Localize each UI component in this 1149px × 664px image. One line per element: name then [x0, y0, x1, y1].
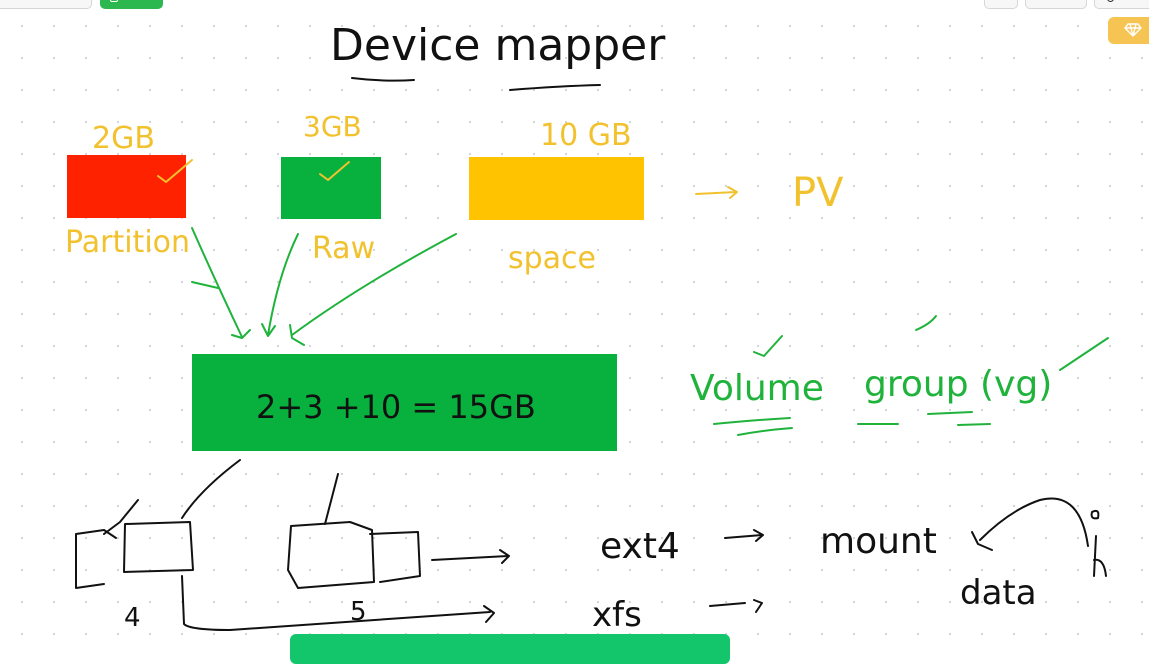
volume-word: Volume — [690, 368, 824, 409]
block-label-space: space — [508, 241, 596, 276]
vg-equation: 2+3 +10 = 15GB — [256, 388, 536, 426]
volume-check — [753, 335, 783, 357]
lv-box-back — [75, 529, 117, 589]
bottom-action-bar[interactable] — [290, 634, 730, 664]
lv-split-line-1 — [181, 459, 241, 519]
data-word: data — [960, 573, 1037, 613]
arrow-from-raw — [261, 233, 299, 337]
diamond-icon — [1124, 23, 1142, 37]
lv-number-4: 4 — [124, 603, 141, 633]
lv-number-5: 5 — [350, 597, 367, 627]
xfs-arrow — [709, 599, 763, 613]
size-label-partition: 2GB — [92, 121, 155, 156]
partition-block[interactable] — [67, 155, 186, 218]
lv-split-line-2 — [324, 473, 339, 525]
whiteboard-canvas[interactable]: Device mapper 2GB 3GB 10 GB Partition Ra… — [0, 0, 1149, 650]
group-check — [915, 315, 937, 331]
cursor-mark — [1090, 509, 1100, 520]
mount-word: mount — [820, 521, 937, 562]
group-underline — [857, 411, 991, 426]
pv-label: PV — [792, 170, 844, 216]
cursor-mark-stem — [1093, 535, 1107, 577]
space-block[interactable] — [469, 157, 644, 220]
arrow-from-partition — [191, 227, 251, 339]
board-title: Device mapper — [330, 20, 666, 71]
vg-tick — [1059, 337, 1109, 371]
lv-box-1 — [123, 521, 194, 573]
checkmark-partition — [157, 159, 193, 183]
arrow-from-space — [289, 233, 457, 346]
title-underline-1 — [351, 77, 415, 82]
lv-arrow-upper — [431, 549, 510, 564]
block-label-raw: Raw — [312, 231, 375, 266]
lv-arrow-lower — [181, 575, 495, 631]
block-label-partition: Partition — [65, 225, 190, 260]
raw-block[interactable] — [281, 157, 381, 219]
toolbar-button-undo[interactable] — [984, 0, 1018, 9]
fs-ext4: ext4 — [600, 526, 680, 567]
fs-xfs: xfs — [592, 595, 642, 635]
ext4-arrow — [724, 529, 764, 542]
group-word: group (vg) — [864, 364, 1052, 405]
lv-box-2 — [287, 521, 375, 589]
premium-button[interactable] — [1108, 17, 1149, 44]
arrow-tick — [191, 281, 219, 289]
data-to-mount-arrow — [971, 497, 1089, 551]
share-icon — [110, 0, 118, 2]
share-button[interactable] — [100, 0, 163, 9]
title-underline-2 — [509, 84, 601, 91]
lv-box-tick — [103, 499, 139, 535]
toolbar-button-record[interactable] — [1094, 0, 1149, 9]
toolbar-button-left[interactable] — [0, 0, 92, 9]
size-label-space: 10 GB — [540, 118, 632, 153]
pv-arrow — [695, 186, 738, 199]
toolbar-button-menu[interactable] — [1025, 0, 1087, 9]
checkmark-raw — [319, 161, 350, 181]
volume-underline — [713, 417, 793, 436]
size-label-raw: 3GB — [303, 110, 362, 143]
volume-group-block[interactable] — [192, 354, 617, 451]
lv-box-2-side — [369, 531, 421, 583]
